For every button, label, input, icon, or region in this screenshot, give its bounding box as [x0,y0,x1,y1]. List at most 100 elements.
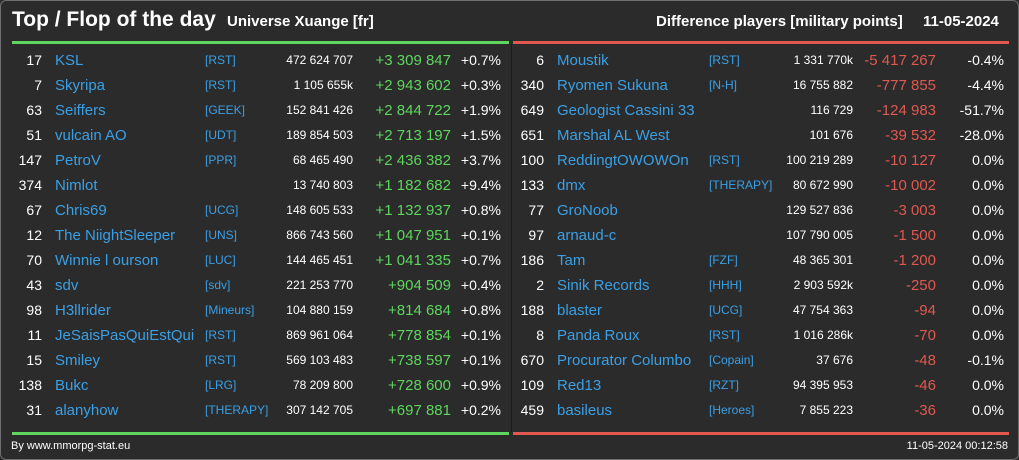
points-difference: +728 600 [388,377,451,394]
player-name-link[interactable]: Winnie l ourson [55,252,159,269]
player-name-link[interactable]: The NiightSleeper [55,227,176,244]
player-name-link[interactable]: Smiley [55,352,101,369]
player-name-link[interactable]: Geologist Cassini 33 [557,102,695,119]
player-name-link[interactable]: Moustik [557,52,609,69]
player-points: 116 729 [810,103,854,117]
player-name-link[interactable]: JeSaisPasQuiEstQui [55,327,195,344]
player-rank: 109 [520,377,544,393]
player-points: 104 880 159 [286,303,353,317]
player-name-link[interactable]: Nimlot [55,177,98,194]
percent-change: -28.0% [959,127,1004,143]
points-difference: -1 200 [893,252,936,269]
top-row: 12 The NiightSleeper [UNS] 866 743 560 +1 04… [1,223,511,248]
player-rank: 67 [26,202,42,218]
alliance-tag[interactable]: [sdv] [205,278,231,292]
alliance-tag[interactable]: [Mineurs] [205,303,255,317]
player-name-link[interactable]: Marshal AL West [557,127,670,144]
top-row: 17 KSL [RST] 472 624 707 +3 309 847 +0.7% [1,48,511,73]
player-points: 7 855 223 [799,403,853,417]
flop-divider-top [513,41,1009,44]
player-name-link[interactable]: vulcain AO [55,127,127,144]
alliance-tag[interactable]: [LUC] [205,253,236,267]
player-name-link[interactable]: Ryomen Sukuna [557,77,668,94]
player-name-link[interactable]: blaster [557,302,603,319]
alliance-tag[interactable]: [RST] [205,53,236,67]
alliance-tag[interactable]: [Heroes] [709,403,755,417]
player-name-link[interactable]: Procurator Columbo [557,352,692,369]
footer-credit[interactable]: By www.mmorpg-stat.eu [11,440,131,452]
alliance-tag[interactable]: [N-H] [709,78,737,92]
percent-change: 0.0% [972,327,1004,343]
alliance-tag[interactable]: [RST] [205,78,236,92]
player-points: 100 219 289 [786,153,853,167]
player-name-link[interactable]: H3llrider [55,302,111,319]
player-rank: 340 [520,77,544,93]
alliance-tag[interactable]: [FZF] [709,253,738,267]
points-difference: +1 047 951 [375,227,452,244]
player-name-link[interactable]: GroNoob [557,202,618,219]
footer-timestamp: 11-05-2024 00:12:58 [906,440,1008,452]
alliance-tag[interactable]: [UNS] [205,228,238,242]
top-divider-top [12,41,509,44]
alliance-tag[interactable]: [PPR] [205,153,237,167]
alliance-tag[interactable]: [RST] [709,53,740,67]
percent-change: 0.0% [972,377,1004,393]
player-points: 37 676 [816,353,853,367]
player-name-link[interactable]: arnaud-c [557,227,617,244]
player-name-link[interactable]: ReddingtOWOWOn [557,152,689,169]
player-name-link[interactable]: PetroV [55,152,101,169]
percent-change: -0.4% [967,52,1004,68]
percent-change: 0.0% [972,252,1004,268]
alliance-tag[interactable]: [RST] [205,328,236,342]
alliance-tag[interactable]: [RZT] [709,378,739,392]
alliance-tag[interactable]: [Copain] [709,353,754,367]
percent-change: +0.9% [460,377,501,393]
player-points: 78 209 800 [292,378,353,392]
player-points: 148 605 533 [286,203,353,217]
player-name-link[interactable]: Sinik Records [557,277,650,294]
top-row: 43 sdv [sdv] 221 253 770 +904 509 +0.4% [1,273,511,298]
player-points: 107 790 005 [786,228,853,242]
player-name-link[interactable]: Red13 [557,377,602,394]
top-row: 51 vulcain AO [UDT] 189 854 503 +2 713 197 +1… [1,123,511,148]
alliance-tag[interactable]: [UCG] [709,303,743,317]
flop-row: 2 Sinik Records [HHH] 2 903 592k -250 0.0% [512,273,1018,298]
player-name-link[interactable]: Chris69 [55,202,107,219]
alliance-tag[interactable]: [LRG] [205,378,237,392]
player-rank: 670 [520,352,544,368]
player-rank: 15 [26,352,42,368]
alliance-tag[interactable]: [RST] [709,153,740,167]
player-name-link[interactable]: sdv [55,277,79,294]
alliance-tag[interactable]: [UDT] [205,128,237,142]
player-points: 80 672 990 [792,178,853,192]
player-points: 2 903 592k [793,278,853,292]
alliance-tag[interactable]: [RST] [205,353,236,367]
alliance-tag[interactable]: [GEEK] [205,103,246,117]
points-difference: +1 132 937 [375,202,452,219]
alliance-tag[interactable]: [RST] [709,328,740,342]
alliance-tag[interactable]: [THERAPY] [709,178,773,192]
flop-row: 459 basileus [Heroes] 7 855 223 -36 0.0% [512,398,1018,423]
flop-row: 186 Tam [FZF] 48 365 301 -1 200 0.0% [512,248,1018,273]
alliance-tag[interactable]: [THERAPY] [205,403,269,417]
player-name-link[interactable]: Skyripa [55,77,106,94]
player-name-link[interactable]: Panda Roux [557,327,640,344]
player-name-link[interactable]: Seiffers [55,102,106,119]
page-title: Top / Flop of the day [12,8,216,31]
percent-change: 0.0% [972,302,1004,318]
alliance-tag[interactable]: [UCG] [205,203,239,217]
player-name-link[interactable]: dmx [557,177,586,194]
header: Top / Flop of the day Universe Xuange [f… [1,1,1018,41]
player-name-link[interactable]: basileus [557,402,613,419]
flop-row: 649 Geologist Cassini 33 116 729 -124 983 -5… [512,98,1018,123]
alliance-tag[interactable]: [HHH] [709,278,742,292]
player-name-link[interactable]: Tam [557,252,586,269]
metric-label: Difference players [military points] [656,13,903,30]
player-name-link[interactable]: alanyhow [55,402,119,419]
player-rank: 11 [27,327,42,343]
player-name-link[interactable]: KSL [55,52,84,69]
player-rank: 186 [520,252,544,268]
player-name-link[interactable]: Bukc [55,377,89,394]
player-points: 144 465 451 [286,253,353,267]
flop-row: 109 Red13 [RZT] 94 395 953 -46 0.0% [512,373,1018,398]
